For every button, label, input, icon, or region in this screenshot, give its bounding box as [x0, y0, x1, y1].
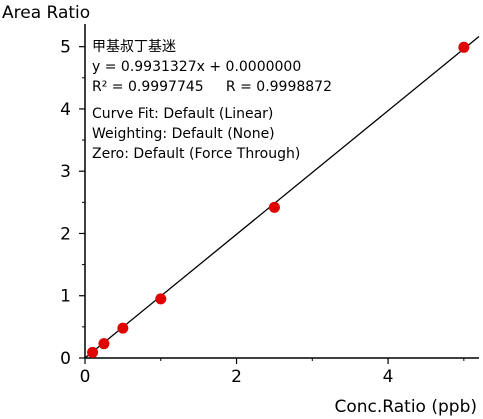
r-values: R² = 0.9997745 R = 0.9998872 — [92, 79, 332, 95]
fit-line — [84, 35, 480, 359]
y-tick-label: 3 — [60, 162, 71, 182]
x-tick-label: 2 — [231, 367, 242, 387]
fit-line-group — [84, 35, 480, 359]
y-tick-label: 5 — [60, 38, 71, 58]
curve-fit-label: Curve Fit: Default (Linear) — [92, 106, 274, 122]
weighting-label: Weighting: Default (None) — [92, 126, 275, 142]
data-point — [268, 201, 280, 213]
x-tick-label: 4 — [383, 367, 394, 387]
y-tick-label: 0 — [60, 349, 71, 369]
x-axis-label: Conc.Ratio (ppb) — [334, 397, 477, 417]
zero-label: Zero: Default (Force Through) — [92, 146, 301, 162]
data-point — [98, 338, 110, 350]
data-point — [87, 346, 99, 358]
compound-name: 甲基叔丁基迷 — [92, 39, 176, 55]
y-tick-label: 1 — [60, 287, 71, 307]
data-point — [117, 322, 129, 334]
axes — [84, 24, 479, 359]
y-tick-label: 2 — [60, 224, 71, 244]
data-point — [458, 41, 470, 53]
data-point — [155, 293, 167, 305]
x-tick-label: 0 — [80, 367, 91, 387]
fit-equation: y = 0.9931327x + 0.0000000 — [92, 59, 302, 75]
y-tick-label: 4 — [60, 100, 71, 120]
ticks: 0 1 2 3 4 5 0 2 4 — [60, 38, 465, 387]
data-points — [87, 41, 470, 358]
y-axis-label: Area Ratio — [2, 3, 91, 23]
